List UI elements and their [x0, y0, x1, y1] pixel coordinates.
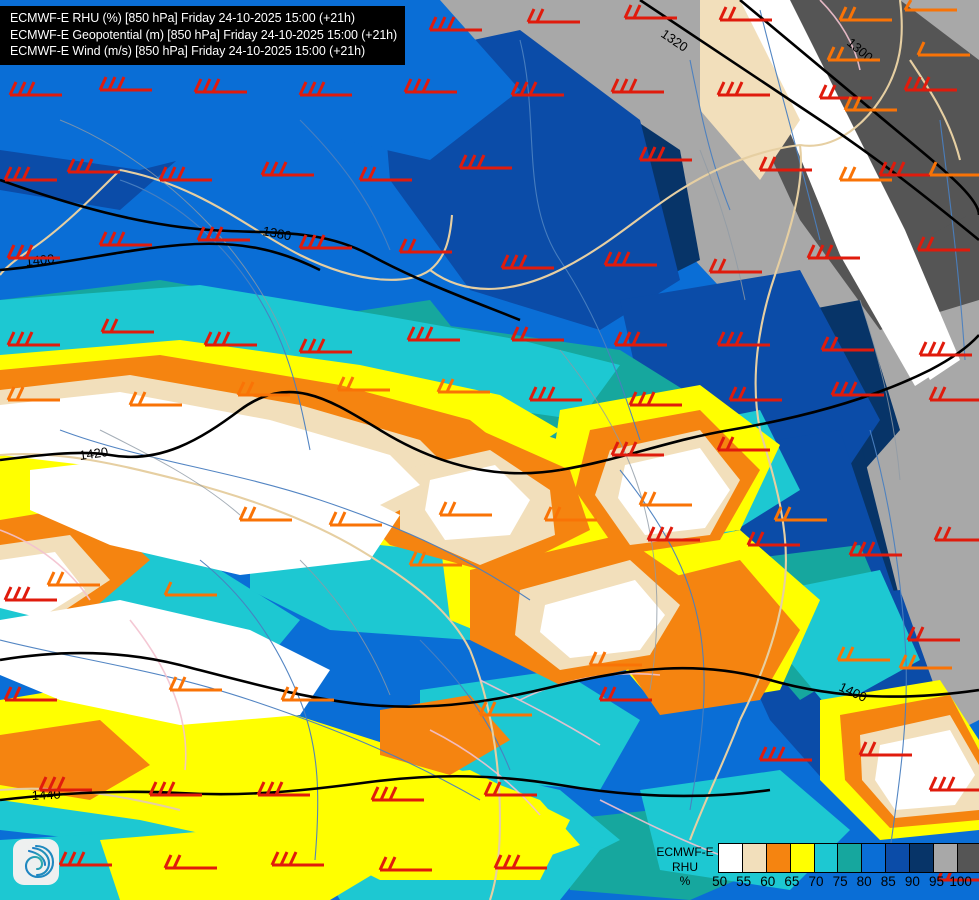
colorbar-swatch-85-90[interactable]	[910, 844, 935, 872]
map-title-block: ECMWF-E RHU (%) [850 hPa] Friday 24-10-2…	[0, 6, 406, 65]
colorbar-swatch-60-65[interactable]	[790, 844, 815, 872]
colorbar-swatch-90-95[interactable]	[934, 844, 958, 872]
colorbar-tick-50: 50	[712, 874, 728, 889]
colorbar-swatch-80-85[interactable]	[886, 844, 911, 872]
legend-unit: %	[679, 874, 691, 888]
svg-text:1420: 1420	[78, 444, 109, 463]
svg-text:1380: 1380	[261, 223, 292, 243]
legend-parameter: RHU	[672, 859, 698, 874]
colorbar-tick-100: 100	[949, 874, 972, 889]
colorbar-swatches[interactable]	[718, 843, 979, 873]
cyclone-swirl-logo[interactable]	[12, 838, 60, 886]
colorbar-tick-80: 80	[856, 874, 872, 889]
colorbar-swatch-70-75[interactable]	[838, 844, 863, 872]
colorbar-tick-65: 65	[784, 874, 800, 889]
colorbar-tick-85: 85	[880, 874, 896, 889]
colorbar-ticks: 50 55 60 65 70 75 80 85 90 95 100	[712, 873, 979, 893]
colorbar-tick-90: 90	[904, 874, 920, 889]
title-line-rhu: ECMWF-E RHU (%) [850 hPa] Friday 24-10-2…	[10, 11, 355, 25]
wind-barbs	[3, 0, 979, 882]
colorbar-tick-95: 95	[928, 874, 945, 889]
rhu-colorbar-legend: ECMWF-E RHU % 50 55 60 65 70 75 80 85 90 95 100	[652, 843, 979, 893]
colorbar-swatch-95-100[interactable]	[957, 844, 979, 872]
title-line-geopotential: ECMWF-E Geopotential (m) [850 hPa] Frida…	[10, 27, 398, 42]
colorbar-tick-60: 60	[760, 874, 776, 889]
geopotential-contours	[0, 0, 979, 802]
colorbar-swatch-65-70[interactable]	[814, 844, 839, 872]
colorbar-swatch-55-60[interactable]	[766, 844, 791, 872]
title-line-wind: ECMWF-E Wind (m/s) [850 hPa] Friday 24-1…	[10, 44, 366, 59]
colorbar-swatch-<50[interactable]	[719, 844, 743, 872]
colorbar-tick-75: 75	[832, 874, 848, 889]
svg-text:1400: 1400	[25, 251, 55, 269]
colorbar-swatch-50-55[interactable]	[742, 844, 767, 872]
colorbar-tick-55: 55	[736, 874, 752, 889]
colorbar-tick-70: 70	[808, 874, 824, 889]
legend-caption: ECMWF-E RHU %	[652, 843, 718, 889]
colorbar-swatch-75-80[interactable]	[862, 844, 887, 872]
colorbar[interactable]: 50 55 60 65 70 75 80 85 90 95 100	[712, 843, 979, 893]
legend-model: ECMWF-E	[656, 845, 714, 859]
